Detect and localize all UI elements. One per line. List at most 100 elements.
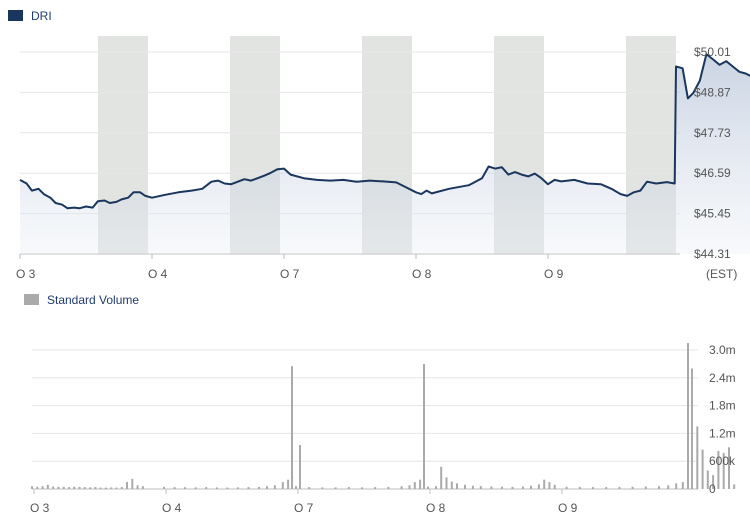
volume-bar	[104, 487, 107, 489]
volume-x-ticks: O 3 O 4 O 7 O 8 O 9	[30, 489, 578, 515]
volume-bar	[120, 487, 123, 489]
volume-bar	[321, 487, 324, 489]
volume-panel: 3.0m 2.4m 1.8m 1.2m 600k 0 O 3 O 4 O 7 O 8 O 9 St…	[24, 293, 736, 515]
volume-x-tick-label: O 7	[294, 501, 314, 515]
volume-bar	[565, 486, 568, 489]
volume-x-tick-label: O 4	[162, 501, 182, 515]
volume-bar	[728, 447, 730, 489]
timezone-label: (EST)	[706, 267, 737, 281]
volume-bar	[36, 486, 39, 489]
price-y-tick-label: $47.73	[694, 126, 731, 140]
price-x-tick-label: O 4	[148, 267, 168, 281]
volume-y-tick-label: 600k	[709, 454, 736, 468]
volume-bar	[500, 486, 503, 489]
price-y-ticks: $50.01 $48.87 $47.73 $46.59 $45.45 $44.31	[694, 45, 731, 261]
volume-bar	[427, 486, 429, 489]
volume-bar	[696, 426, 699, 489]
volume-bar	[530, 485, 532, 489]
volume-bar	[361, 487, 363, 489]
price-y-tick-label: $46.59	[694, 166, 731, 180]
volume-bar	[236, 487, 239, 489]
price-x-tick-label: O 3	[16, 267, 36, 281]
volume-legend-label: Standard Volume	[47, 293, 139, 307]
price-y-tick-label: $48.87	[694, 85, 731, 99]
volume-bar	[31, 486, 33, 489]
volume-bar	[334, 487, 337, 489]
volume-y-tick-label: 1.2m	[709, 426, 736, 440]
volume-bar	[110, 487, 113, 489]
volume-y-tick-label: 3.0m	[709, 343, 736, 357]
volume-bar	[537, 484, 540, 489]
volume-bar	[173, 487, 176, 489]
volume-bar	[57, 486, 60, 489]
volume-bar	[592, 487, 594, 489]
volume-bar	[68, 487, 70, 489]
volume-bar	[78, 486, 81, 489]
volume-bar	[479, 486, 482, 489]
volume-bar	[658, 486, 660, 489]
volume-bar	[464, 484, 466, 489]
volume-y-tick-label: 1.8m	[709, 399, 736, 413]
price-x-tick-label: O 9	[544, 267, 564, 281]
price-line	[19, 53, 750, 210]
volume-bar	[440, 466, 443, 489]
volume-legend-swatch	[24, 294, 39, 305]
volume-bar	[194, 487, 197, 489]
volume-y-tick-label: 0	[709, 482, 716, 496]
volume-y-tick-label: 2.4m	[709, 371, 736, 385]
volume-bar	[400, 486, 403, 489]
volume-bar	[408, 485, 411, 489]
volume-bar	[618, 486, 621, 489]
volume-bar	[247, 487, 250, 489]
volume-bar	[419, 479, 422, 489]
volume-bar	[299, 445, 301, 489]
volume-bar	[46, 484, 49, 489]
volume-bar	[226, 487, 229, 489]
price-x-tick-label: O 7	[280, 267, 300, 281]
volume-x-tick-label: O 3	[30, 501, 50, 515]
volume-bar	[215, 487, 218, 489]
volume-bar	[522, 486, 524, 489]
volume-bar	[490, 486, 493, 489]
volume-bar	[701, 449, 704, 489]
volume-bar	[434, 486, 437, 489]
volume-bar	[52, 486, 55, 489]
volume-bar	[471, 485, 474, 489]
volume-bar	[291, 366, 293, 489]
volume-bar	[205, 487, 208, 489]
volume-bar	[308, 487, 311, 489]
volume-bar	[706, 470, 709, 489]
price-legend[interactable]: DRI	[8, 9, 52, 23]
volume-bar	[94, 487, 97, 489]
price-legend-swatch	[8, 10, 23, 21]
volume-bar	[644, 486, 647, 489]
volume-gridlines	[32, 349, 698, 462]
volume-bar	[733, 484, 736, 489]
price-y-tick-label: $45.45	[694, 207, 731, 221]
volume-bar	[266, 486, 268, 489]
price-x-tick-label: O 8	[412, 267, 432, 281]
volume-bar	[548, 482, 551, 489]
volume-bar	[136, 485, 139, 489]
price-area-fill	[20, 54, 750, 254]
volume-bar	[543, 479, 546, 489]
volume-bar	[687, 343, 689, 489]
volume-bar	[273, 485, 276, 489]
volume-bar	[287, 479, 290, 489]
volume-bar	[41, 486, 44, 489]
volume-bar	[258, 486, 260, 489]
volume-bar	[126, 482, 128, 489]
volume-bars	[31, 343, 736, 489]
volume-y-ticks: 3.0m 2.4m 1.8m 1.2m 600k 0	[709, 343, 736, 496]
volume-bar	[413, 482, 416, 489]
volume-bar	[295, 486, 297, 489]
volume-bar	[62, 486, 65, 489]
volume-bar	[445, 477, 448, 489]
volume-bar	[115, 487, 118, 489]
volume-bar	[578, 486, 581, 489]
volume-legend[interactable]: Standard Volume	[24, 293, 139, 307]
volume-bar	[675, 483, 678, 489]
volume-bar	[141, 486, 144, 489]
volume-bar	[387, 486, 390, 489]
